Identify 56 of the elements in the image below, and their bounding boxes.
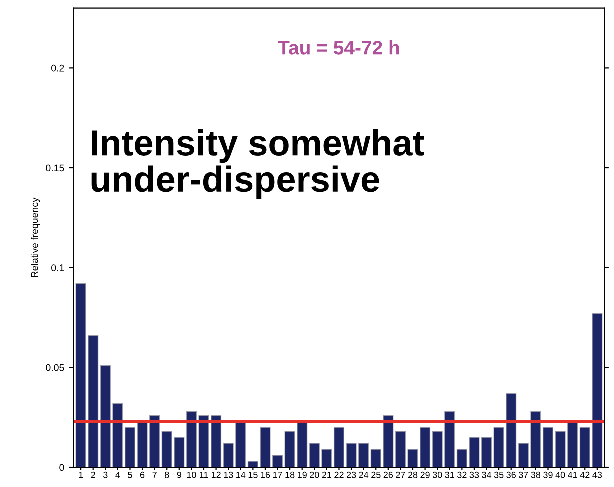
x-tick-label: 22 xyxy=(334,472,344,478)
x-tick-label: 2 xyxy=(91,472,96,478)
bar xyxy=(124,427,136,468)
x-tick-label: 39 xyxy=(544,472,553,478)
y-tick-label: 0.1 xyxy=(52,264,64,272)
x-tick-label: 25 xyxy=(372,472,381,478)
x-tick-label: 40 xyxy=(556,472,566,478)
x-tick-label: 31 xyxy=(445,472,454,478)
x-tick-label: 19 xyxy=(298,472,307,478)
x-tick-label: 4 xyxy=(116,472,120,478)
x-tick-label: 5 xyxy=(128,472,132,478)
y-tick-label: 0 xyxy=(60,464,64,472)
x-tick-label: 6 xyxy=(140,472,145,478)
x-tick-label: 26 xyxy=(384,472,394,478)
x-tick-label: 10 xyxy=(187,472,196,478)
x-tick-label: 33 xyxy=(470,472,480,478)
x-tick-label: 41 xyxy=(568,472,578,478)
x-tick-label: 38 xyxy=(531,472,541,478)
x-tick-label: 27 xyxy=(396,472,406,478)
bar xyxy=(542,427,554,468)
x-tick-label: 29 xyxy=(420,472,430,478)
x-tick-label: 7 xyxy=(152,472,157,478)
y-tick-label: 0.15 xyxy=(46,164,64,172)
x-tick-label: 24 xyxy=(359,472,369,478)
x-tick-label: 32 xyxy=(458,472,467,478)
y-tick-label: 0.2 xyxy=(52,64,64,72)
x-tick-label: 30 xyxy=(432,472,442,478)
x-tick-label: 17 xyxy=(273,472,282,478)
x-tick-label: 37 xyxy=(518,472,528,478)
x-tick-label: 34 xyxy=(482,472,492,478)
x-tick-label: 11 xyxy=(200,472,208,478)
x-tick-label: 9 xyxy=(177,472,182,478)
bar xyxy=(334,427,345,468)
bar xyxy=(272,455,284,468)
x-tick-label: 43 xyxy=(592,472,602,478)
x-tick-label: 16 xyxy=(261,472,270,478)
x-tick-label: 12 xyxy=(212,472,221,478)
annotation: Tau = 54-72 h xyxy=(278,40,400,55)
x-tick-label: 1 xyxy=(79,472,84,478)
x-tick-label: 13 xyxy=(224,472,234,478)
x-tick-label: 18 xyxy=(286,472,295,478)
x-tick-label: 28 xyxy=(408,472,418,478)
x-tick-label: 3 xyxy=(103,472,108,478)
x-tick-label: 36 xyxy=(506,472,516,478)
x-tick-label: 21 xyxy=(322,472,332,478)
x-tick-label: 15 xyxy=(248,472,258,478)
x-tick-label: 35 xyxy=(494,472,504,478)
x-tick-label: 20 xyxy=(310,472,320,478)
y-tick-label: 0.05 xyxy=(46,364,64,372)
x-tick-label: 14 xyxy=(236,472,246,478)
x-tick-label: 42 xyxy=(580,472,590,478)
annotation: Intensity somewhat under-dispersive xyxy=(92,129,424,200)
x-tick-label: 23 xyxy=(346,472,356,478)
y-axis-title: Relative frequency xyxy=(31,198,40,278)
x-tick-label: 8 xyxy=(165,472,170,478)
bar xyxy=(482,437,492,468)
